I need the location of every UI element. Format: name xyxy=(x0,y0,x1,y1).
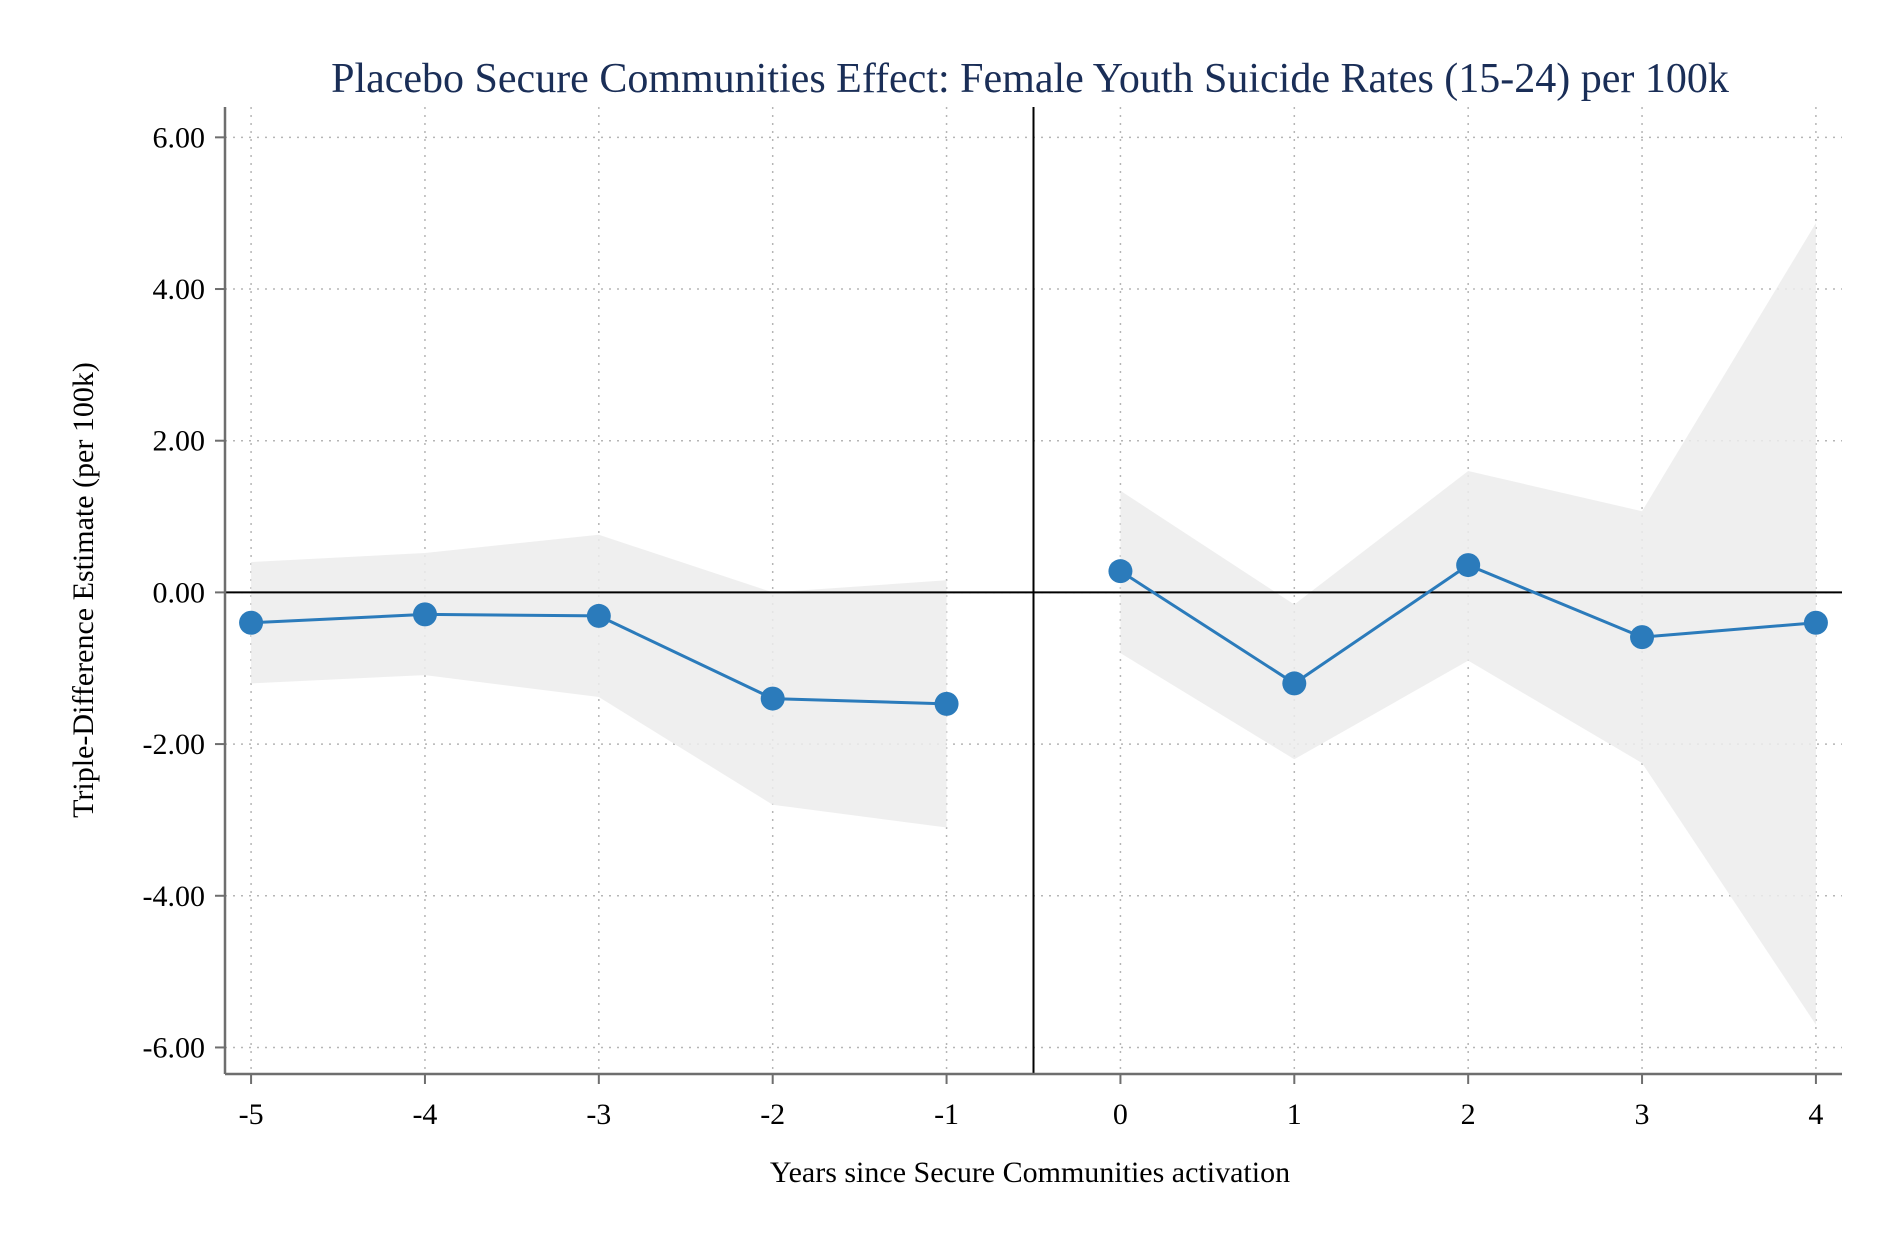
x-tick-label: -4 xyxy=(412,1098,437,1131)
data-point xyxy=(1456,553,1481,578)
chart-title: Placebo Secure Communities Effect: Femal… xyxy=(331,56,1729,102)
x-axis-label: Years since Secure Communities activatio… xyxy=(770,1156,1290,1189)
axes xyxy=(223,107,1842,1076)
data-point xyxy=(412,602,437,627)
data-point xyxy=(239,610,264,635)
data-point xyxy=(586,603,611,628)
y-tick-label: -6.00 xyxy=(143,1031,206,1064)
data-point xyxy=(760,686,785,711)
ci-band xyxy=(1120,223,1816,1025)
y-tick-label: 6.00 xyxy=(153,121,206,154)
axis-ticks: 6.00 4.00 2.00 0.00 -2.00 -4.00 -6.00 -5 -4 -3 -2 -… xyxy=(143,121,1824,1131)
x-tick-label: 3 xyxy=(1635,1098,1650,1131)
y-tick-label: 0.00 xyxy=(153,576,206,609)
y-axis-label: Triple-Difference Estimate (per 100k) xyxy=(67,362,100,818)
x-tick-label: 0 xyxy=(1113,1098,1128,1131)
x-tick-label: 4 xyxy=(1808,1098,1823,1131)
x-tick-label: 2 xyxy=(1461,1098,1476,1131)
x-tick-label: -3 xyxy=(586,1098,611,1131)
data-point xyxy=(1803,610,1828,635)
data-point xyxy=(934,691,959,716)
x-tick-label: -5 xyxy=(239,1098,264,1131)
data-point xyxy=(1282,671,1307,696)
x-tick-label: -1 xyxy=(934,1098,959,1131)
data-point xyxy=(1108,559,1133,584)
y-tick-label: -4.00 xyxy=(143,880,206,913)
y-tick-label: 4.00 xyxy=(153,273,206,306)
data-point xyxy=(1630,625,1655,650)
reference-lines xyxy=(225,107,1842,1074)
series xyxy=(239,553,1828,716)
x-tick-label: -2 xyxy=(760,1098,785,1131)
y-tick-label: 2.00 xyxy=(153,425,206,458)
x-tick-label: 1 xyxy=(1287,1098,1302,1131)
y-tick-label: -2.00 xyxy=(143,728,206,761)
